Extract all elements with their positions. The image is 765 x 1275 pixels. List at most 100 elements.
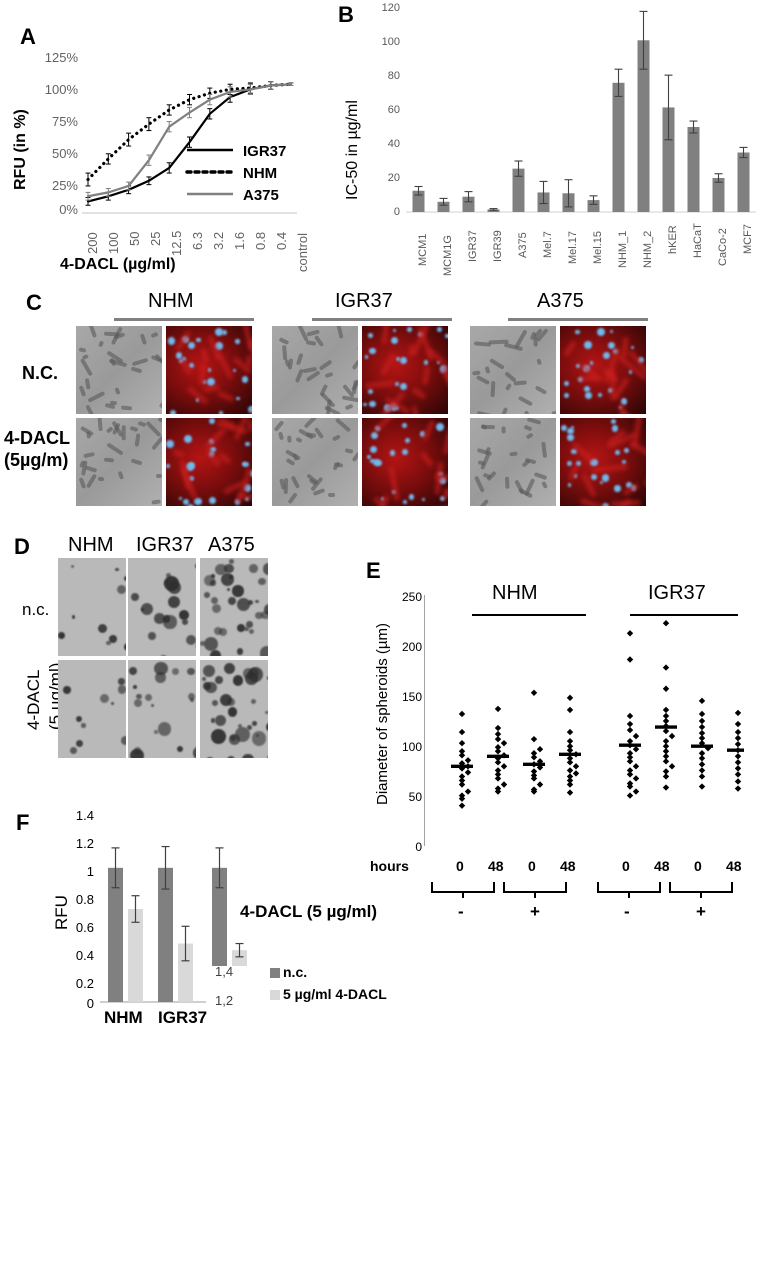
panel-e-hours-label: hours bbox=[370, 858, 409, 874]
panel-b-xtick-10: hKER bbox=[667, 225, 679, 254]
panel-b-xtick-8: NHM_1 bbox=[617, 230, 629, 268]
panel-f-xtick-1: IGR37 bbox=[158, 1008, 208, 1027]
panel-e-ytick-1: 50 bbox=[408, 790, 422, 804]
panel-c-row-label-nc: N.C. bbox=[22, 363, 58, 383]
panel-f-legend-swatch-0 bbox=[270, 968, 280, 978]
panel-e-brackets bbox=[431, 882, 733, 898]
panel-e-letter: E bbox=[366, 558, 381, 583]
panel-b-ytick-6: 120 bbox=[381, 2, 400, 14]
panel-b-xtick-11: HaCaT bbox=[692, 223, 704, 258]
panel-b-ytick-4: 80 bbox=[387, 70, 400, 82]
panel-b-xtick-12: CaCo-2 bbox=[717, 228, 729, 266]
panel-b-ylabel: IC-50 in µg/ml bbox=[344, 100, 361, 200]
panel-e-hours-tick-0: 0 bbox=[456, 858, 464, 874]
panel-c-row-label-dose: (5µg/m) bbox=[4, 450, 69, 470]
panel-a-xtick-4: 12.5 bbox=[169, 230, 184, 256]
panel-c-scale-bar-label: 100µm bbox=[84, 770, 116, 781]
panel-b-xtick-0: MCM1 bbox=[417, 233, 429, 266]
panel-e-hours-tick-3: 48 bbox=[560, 858, 576, 874]
panel-a-ytick-0: 0% bbox=[59, 202, 78, 217]
panel-a-legend bbox=[185, 148, 235, 196]
panel-f-ytick-6: 1.2 bbox=[75, 836, 94, 851]
panel-d-spheroid-image bbox=[128, 660, 196, 758]
panel-f: F RFU 1.4 1.2 1 0.8 0.6 0.4 0.2 0 NHM IG… bbox=[0, 800, 440, 1027]
panel-f-ytick-4: 0.8 bbox=[75, 892, 94, 907]
panel-c-group-label-0: NHM bbox=[148, 290, 194, 312]
panel-c-image-phase bbox=[76, 418, 162, 506]
panel-c-image-phase bbox=[272, 418, 358, 506]
panel-a-letter: A bbox=[20, 24, 36, 49]
panel-a-xtick-1: 100 bbox=[106, 232, 121, 254]
panel-e-ytick-4: 200 bbox=[401, 640, 422, 654]
panel-b-xtick-7: Mel.15 bbox=[592, 230, 604, 264]
panel-b-ytick-2: 40 bbox=[387, 138, 400, 150]
panel-b-xtick-3: IGR39 bbox=[492, 230, 504, 262]
panel-b-xtick-13: MCF7 bbox=[742, 224, 754, 254]
panel-c-group-rule-2 bbox=[508, 318, 648, 321]
panel-b-plot bbox=[406, 10, 756, 213]
panel-b: B IC-50 in µg/ml 120 100 80 60 40 20 0 M… bbox=[336, 0, 765, 288]
panel-a-legend-label-2: A375 bbox=[243, 187, 279, 204]
panel-f-ytick-2: 0.4 bbox=[75, 948, 94, 963]
panel-c-group-label-1: IGR37 bbox=[335, 290, 393, 312]
panel-e: E Diameter of spheroids (µm) 250 200 150… bbox=[240, 530, 765, 921]
panel-e-group-rule-0 bbox=[472, 614, 586, 616]
panel-c-group-label-2: A375 bbox=[537, 290, 584, 312]
panel-a-xtick-9: 0.4 bbox=[274, 231, 289, 250]
panel-b-xtick-1: MCM1G bbox=[442, 235, 454, 276]
panel-e-ytick-3: 150 bbox=[401, 690, 422, 704]
panel-d-spheroid-image bbox=[58, 558, 126, 656]
panel-e-treatment-sign-0: - bbox=[458, 902, 464, 921]
panel-d-spheroid-image bbox=[58, 660, 126, 758]
panel-e-hours-tick-7: 48 bbox=[726, 858, 742, 874]
panel-b-ytick-5: 100 bbox=[381, 36, 400, 48]
panel-b-letter: B bbox=[338, 2, 354, 27]
panel-a-xtick-8: 0.8 bbox=[253, 231, 268, 250]
panel-f-xtick-0: NHM bbox=[104, 1008, 143, 1027]
panel-e-hours-tick-2: 0 bbox=[528, 858, 536, 874]
panel-e-ytick-5: 250 bbox=[401, 590, 422, 604]
panel-c-image-phase bbox=[76, 326, 162, 414]
panel-d-letter: D bbox=[14, 534, 30, 559]
panel-c-letter: C bbox=[26, 290, 42, 315]
panel-c-group-rule-0 bbox=[114, 318, 254, 321]
panel-a-xtick-7: 1.6 bbox=[232, 231, 247, 250]
panel-d-col-label-0: NHM bbox=[68, 534, 114, 556]
panel-f-ytick-5: 1 bbox=[86, 864, 94, 879]
panel-f-ytick-3: 0.6 bbox=[75, 920, 94, 935]
panel-f-ytick-7: 1.4 bbox=[75, 808, 94, 823]
panel-a-xtick-5: 6.3 bbox=[190, 231, 205, 250]
panel-c-image-fluorescence bbox=[362, 418, 448, 506]
panel-e-treatment-label: 4-DACL (5 µg/ml) bbox=[240, 902, 377, 921]
panel-a-xtick-2: 50 bbox=[127, 231, 142, 246]
panel-e-hours-tick-4: 0 bbox=[622, 858, 630, 874]
panel-b-xtick-9: NHM_2 bbox=[642, 230, 654, 268]
panel-e-ytick-2: 100 bbox=[401, 740, 422, 754]
panel-a-xlabel: 4-DACL (µg/ml) bbox=[60, 256, 176, 273]
panel-c-image-phase bbox=[272, 326, 358, 414]
panel-e-group-label-1: IGR37 bbox=[648, 582, 706, 604]
panel-a-ytick-3: 75% bbox=[51, 114, 78, 129]
panel-d: D NHM IGR37 A375 n.c. 4-DACL (5 µg/ml) bbox=[0, 520, 360, 1275]
panel-c-image-phase bbox=[470, 418, 556, 506]
panel-d-col-label-1: IGR37 bbox=[136, 534, 194, 556]
panel-d-spheroid-image bbox=[200, 660, 268, 758]
panel-a-ytick-2: 50% bbox=[51, 146, 78, 161]
panel-c-image-fluorescence bbox=[560, 326, 646, 414]
panel-b-xtick-5: Mel.7 bbox=[542, 231, 554, 258]
panel-c-group-rule-1 bbox=[312, 318, 452, 321]
panel-b-xtick-2: IGR37 bbox=[467, 230, 479, 262]
panel-f-stray-label-0: 1,4 bbox=[215, 964, 234, 979]
panel-a-xtick-0: 200 bbox=[85, 232, 100, 254]
panel-c: C NHM IGR37 A375 N.C. 4-DACL (5µg/m) 100… bbox=[0, 288, 765, 781]
panel-b-ytick-1: 20 bbox=[387, 172, 400, 184]
panel-e-plot bbox=[424, 595, 744, 846]
panel-a-legend-label-1: NHM bbox=[243, 165, 278, 182]
panel-a-ytick-4: 100% bbox=[44, 82, 78, 97]
panel-e-ylabel: Diameter of spheroids (µm) bbox=[374, 622, 391, 805]
panel-a-ytick-1: 25% bbox=[51, 178, 78, 193]
panel-e-hours-tick-6: 0 bbox=[694, 858, 702, 874]
panel-e-hours-tick-5: 48 bbox=[654, 858, 670, 874]
panel-e-group-label-0: NHM bbox=[492, 582, 538, 604]
panel-e-group-rule-1 bbox=[630, 614, 738, 616]
